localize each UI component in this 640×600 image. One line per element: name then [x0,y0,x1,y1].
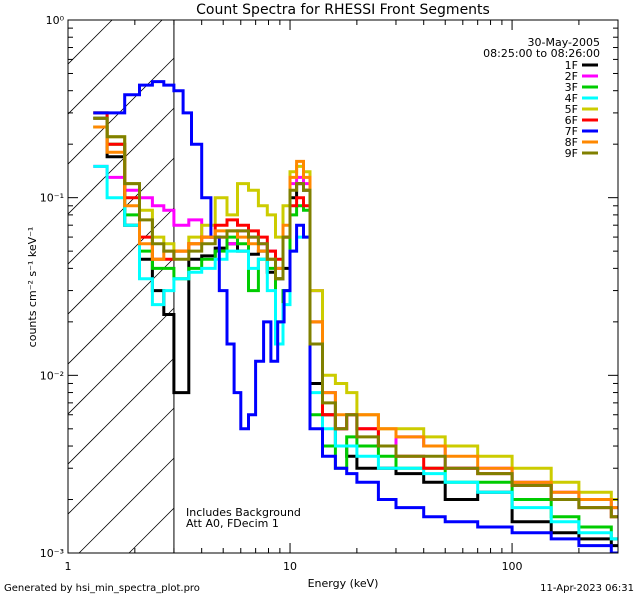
legend-label-2F: 2F [565,70,578,83]
hatch-line [67,107,175,215]
chart-title: Count Spectra for RHESSI Front Segments [196,2,490,18]
footer-generated-by: Generated by hsi_min_spectra_plot.pro [4,583,200,594]
hatch-line [67,19,163,115]
date-label: 30-May-2005 [528,36,600,49]
series-7F [93,80,618,553]
y-axis-label: counts cm⁻² s⁻¹ keV⁻¹ [26,227,39,348]
y-tick-label: 10⁻¹ [40,192,64,205]
legend-label-1F: 1F [565,59,578,72]
legend-label-6F: 6F [565,114,578,127]
x-tick-label: 1 [65,560,72,573]
legend-label-7F: 7F [565,125,578,138]
hatch-line [67,307,175,415]
series-9F [93,116,618,519]
legend-label-9F: 9F [565,147,578,160]
footer-timestamp: 11-Apr-2023 06:31 [540,583,634,594]
hatch-line [67,407,175,515]
hatch-line [128,507,175,554]
legend-label-3F: 3F [565,81,578,94]
series-4F [93,164,618,541]
y-tick-label: 10⁰ [46,14,65,27]
legend-label-8F: 8F [565,136,578,149]
note-background: Includes Background [186,506,301,519]
legend-label-4F: 4F [565,92,578,105]
x-tick-label: 100 [502,560,523,573]
hatched-region [67,19,175,554]
legend-label-5F: 5F [565,103,578,116]
hatch-line [67,357,175,465]
hatch-line [67,57,175,165]
hatch-line [67,207,175,315]
hatch-line [67,257,175,365]
x-axis-label: Energy (keV) [308,577,379,590]
y-tick-label: 10⁻² [40,369,64,382]
hatch-line [78,457,175,554]
y-tick-label: 10⁻³ [40,547,64,560]
hatch-line [67,157,175,265]
note-attenuator: Att A0, FDecim 1 [186,517,279,530]
plot-frame [67,19,619,554]
x-tick-label: 10 [283,560,297,573]
time-range-label: 08:25:00 to 08:26:00 [483,47,600,60]
hatch-line [67,19,113,65]
